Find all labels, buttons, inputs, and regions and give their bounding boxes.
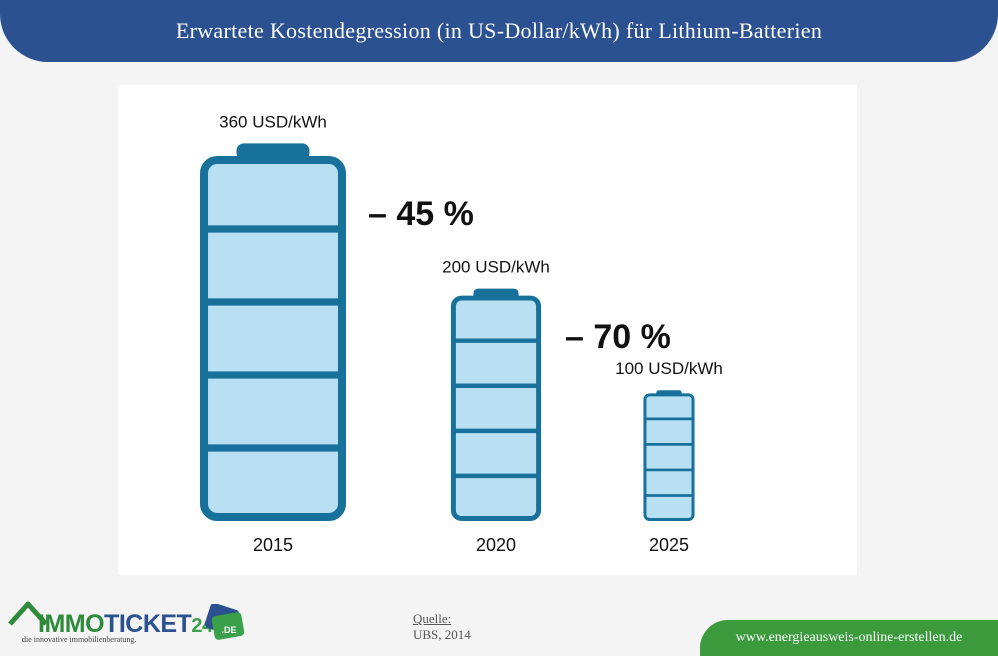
value-label: 100 USD/kWh: [615, 359, 723, 378]
battery-2025: [643, 390, 695, 521]
chart-panel: 360 USD/kWh 2015 200 USD/kWh 2020 100 USD/kW…: [118, 85, 857, 575]
year-label: 2025: [649, 535, 689, 555]
battery-body: [450, 295, 542, 521]
reduction-annotation: – 45 %: [368, 195, 474, 233]
logo-tagline: die innovative immobilienberatung.: [22, 635, 137, 644]
logo-ticket: TICKET: [104, 610, 192, 638]
badge-text: .DE: [221, 625, 236, 635]
battery-body: [199, 155, 347, 522]
logo-immo: IMMO: [38, 610, 105, 638]
source-value: UBS, 2014: [413, 627, 471, 642]
house-icon: [8, 601, 48, 626]
reduction-annotation: – 70 %: [565, 318, 671, 356]
battery-cap: [236, 143, 310, 160]
battery-2015: [199, 143, 347, 522]
year-label: 2015: [253, 535, 293, 555]
value-label: 360 USD/kWh: [219, 112, 327, 131]
value-label: 200 USD/kWh: [442, 258, 550, 277]
logo-wordmark: IMMOTICKET24: [38, 610, 213, 639]
source: Quelle: UBS, 2014: [413, 611, 471, 643]
chart-title: Erwartete Kostendegression (in US-Dollar…: [175, 18, 823, 43]
website-link[interactable]: www.energieausweis-online-erstellen.de: [700, 620, 998, 656]
year-label: 2020: [476, 535, 516, 555]
battery-2020: [450, 288, 542, 521]
battery-body: [643, 393, 695, 521]
ticket-badge-icon: .DE: [204, 604, 245, 640]
immoticket-logo[interactable]: IMMOTICKET24 die innovative immobilienbe…: [8, 598, 248, 650]
battery-chart: 360 USD/kWh 2015 200 USD/kWh 2020 100 USD/kW…: [199, 112, 723, 555]
title-banner: Erwartete Kostendegression (in US-Dollar…: [0, 0, 998, 62]
source-label: Quelle:: [413, 611, 452, 626]
